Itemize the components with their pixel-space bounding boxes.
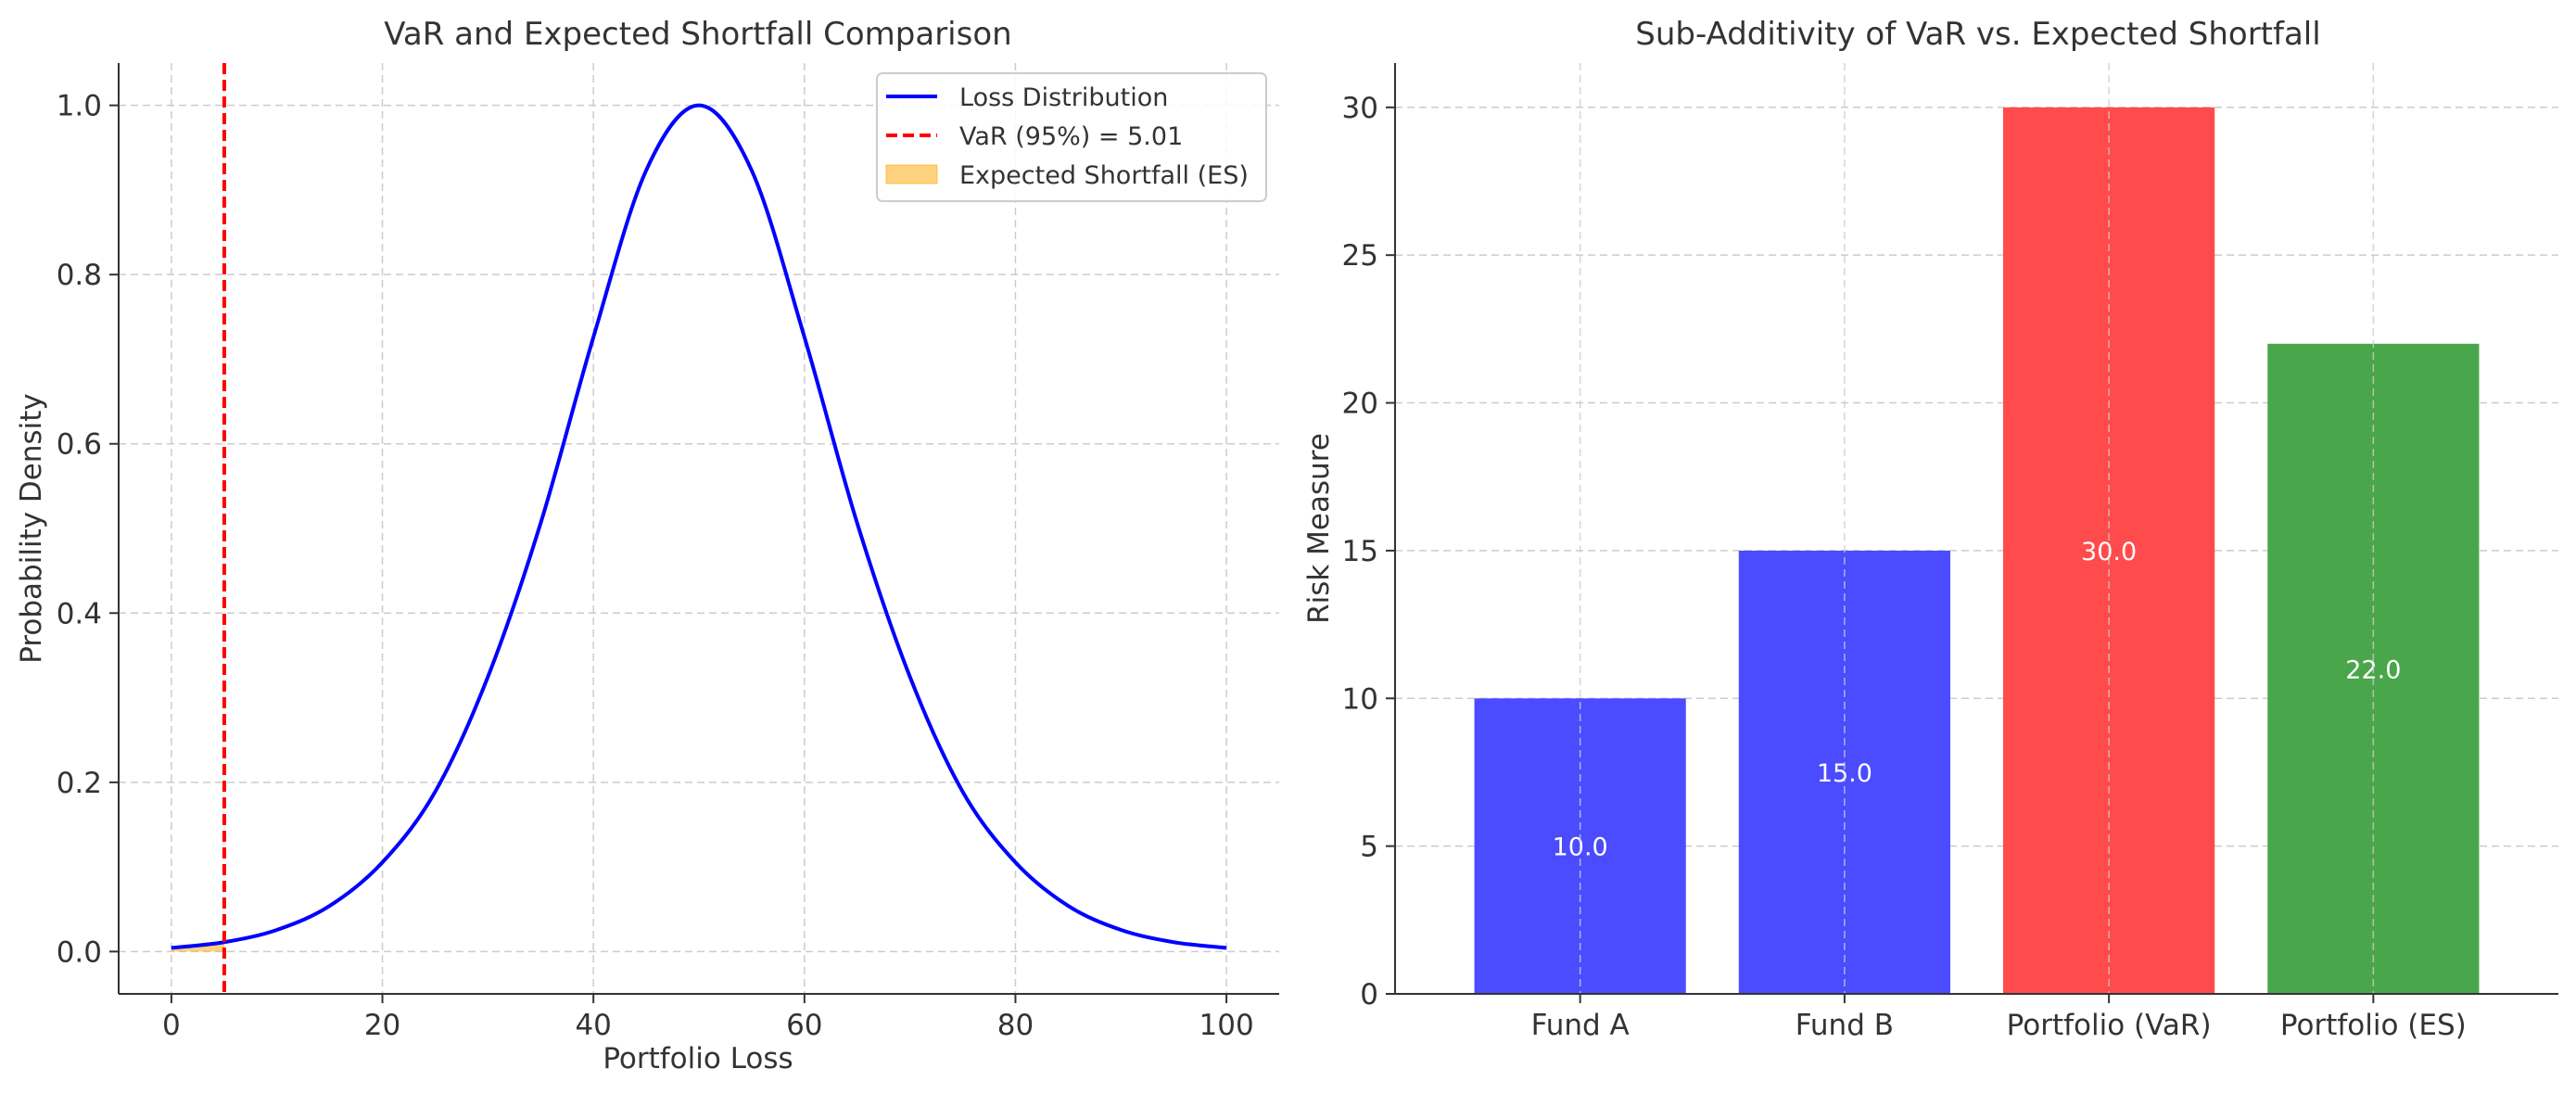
loss-distribution-line (171, 103, 1227, 950)
left-chart-title: VaR and Expected Shortfall Comparison (384, 16, 1011, 53)
right-y-tick-label: 30 (1342, 92, 1378, 125)
left-grid (119, 63, 1279, 994)
left-line-layer (171, 63, 1227, 994)
left-x-axis-label: Portfolio Loss (603, 1042, 793, 1075)
left-y-tick-label: 0.2 (57, 767, 102, 800)
left-y-tick-label: 0.0 (57, 935, 102, 969)
left-y-tick-label: 0.6 (57, 428, 102, 462)
left-x-tick-label: 20 (364, 1009, 400, 1042)
left-tick-layer: 0 20 40 60 80 100 0.0 0.2 0.4 0.6 0.8 1.0 (57, 90, 1254, 1042)
left-x-tick-label: 40 (575, 1009, 611, 1042)
legend-entry-loss-distribution: Loss Distribution (959, 83, 1168, 112)
right-y-tick-label: 10 (1342, 682, 1378, 716)
right-axes (1394, 63, 2558, 995)
right-x-tick-label: Fund A (1531, 1009, 1630, 1042)
right-tick-layer: 0 5 10 15 20 25 30 Fund A Fund B Portfolio (VaR) P… (1342, 92, 2467, 1042)
left-x-tick-label: 100 (1199, 1009, 1254, 1042)
right-y-tick-label: 0 (1360, 978, 1378, 1011)
right-x-tick-label: Portfolio (ES) (2280, 1009, 2467, 1042)
right-y-tick-label: 20 (1342, 388, 1378, 421)
right-vertical-grid (1579, 63, 2375, 994)
right-chart: Sub-Additivity of VaR vs. Expected Short… (1302, 16, 2558, 1042)
right-chart-title: Sub-Additivity of VaR vs. Expected Short… (1635, 16, 2320, 53)
left-y-tick-label: 0.8 (57, 259, 102, 292)
left-y-axis-label: Probability Density (15, 393, 48, 664)
left-x-tick-label: 0 (162, 1009, 181, 1042)
left-y-tick-label: 1.0 (57, 90, 102, 123)
right-x-tick-label: Fund B (1796, 1009, 1894, 1042)
right-x-tick-label: Portfolio (VaR) (2007, 1009, 2212, 1042)
legend-area-swatch (885, 164, 938, 184)
legend-entry-expected-shortfall: Expected Shortfall (ES) (959, 161, 1249, 190)
left-x-tick-label: 60 (786, 1009, 822, 1042)
left-y-tick-label: 0.4 (57, 597, 102, 630)
legend-entry-var: VaR (95%) = 5.01 (959, 122, 1183, 151)
right-y-tick-label: 15 (1342, 535, 1378, 568)
legend: Loss Distribution VaR (95%) = 5.01 Expec… (876, 72, 1267, 202)
left-chart: VaR and Expected Shortfall Comparison 0 2… (15, 16, 1279, 1075)
left-axes (118, 63, 1279, 995)
right-y-tick-label: 25 (1342, 239, 1378, 273)
left-x-tick-label: 80 (997, 1009, 1034, 1042)
right-y-tick-label: 5 (1360, 831, 1378, 864)
legend-box (876, 72, 1267, 202)
right-y-axis-label: Risk Measure (1302, 433, 1336, 624)
